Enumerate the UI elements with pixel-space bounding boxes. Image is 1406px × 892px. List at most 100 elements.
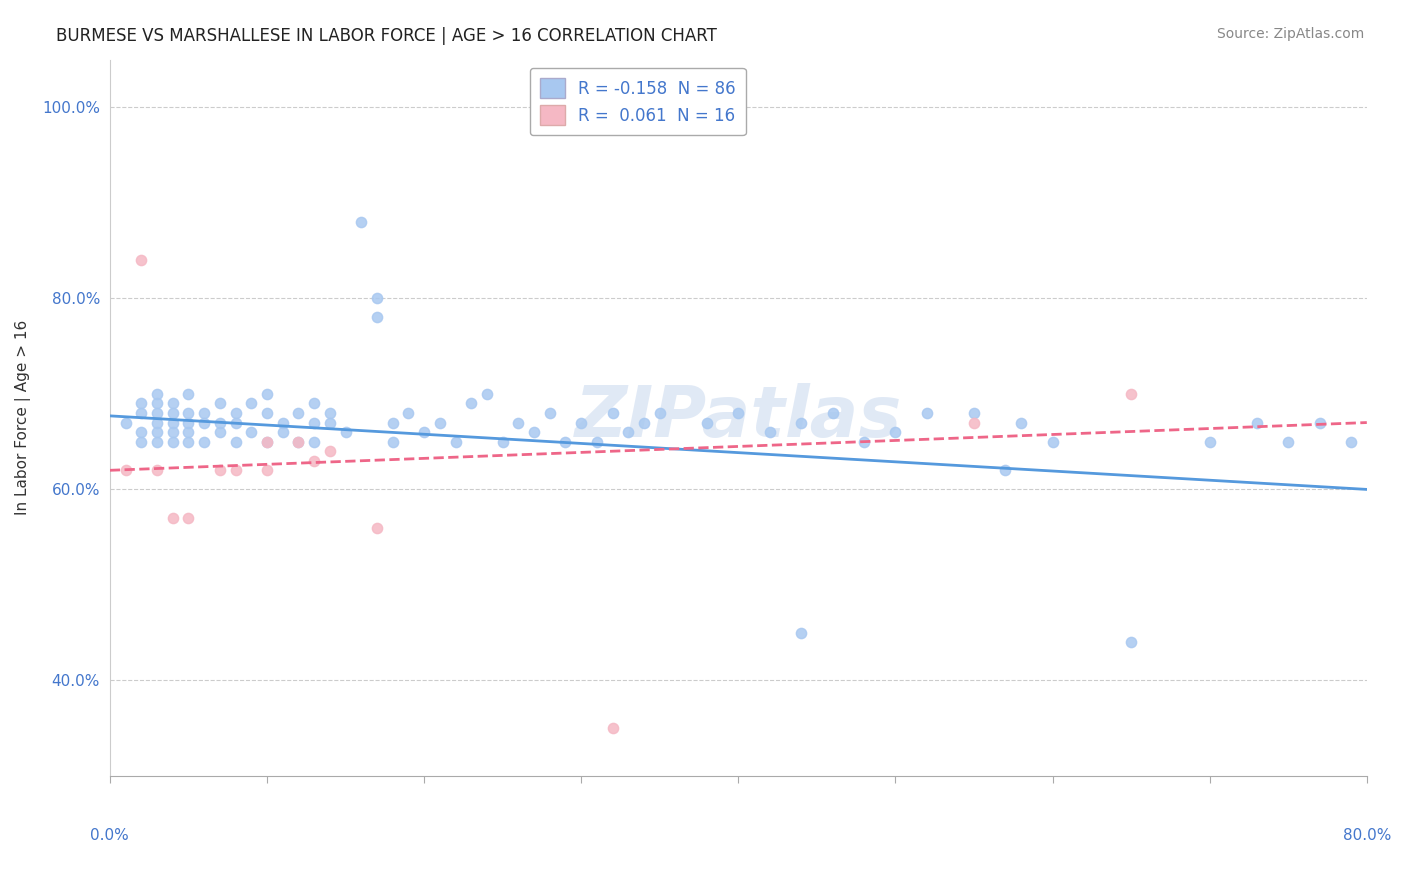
Point (256, 406, 278, 420)
Point (491, 434, 513, 449)
Point (146, 387, 169, 401)
Point (114, 416, 136, 430)
Point (319, 416, 342, 430)
Point (523, 425, 546, 439)
Point (162, 511, 184, 525)
Point (366, 292, 388, 306)
Point (444, 434, 467, 449)
Point (225, 463, 247, 477)
Point (225, 416, 247, 430)
Point (114, 463, 136, 477)
Point (602, 721, 624, 735)
Point (884, 425, 907, 439)
Point (162, 434, 184, 449)
Point (193, 406, 215, 420)
Point (366, 310, 388, 325)
Point (208, 463, 231, 477)
Point (915, 406, 938, 420)
Point (853, 434, 876, 449)
Point (287, 434, 309, 449)
Point (696, 416, 718, 430)
Point (586, 434, 609, 449)
Point (177, 416, 200, 430)
Point (193, 434, 215, 449)
Point (790, 625, 813, 640)
Point (177, 425, 200, 439)
Point (302, 416, 325, 430)
Point (208, 425, 231, 439)
Point (177, 387, 200, 401)
Point (1340, 434, 1362, 449)
Text: 0.0%: 0.0% (90, 829, 129, 844)
Point (146, 406, 169, 420)
Point (162, 425, 184, 439)
Point (271, 425, 294, 439)
Point (727, 406, 749, 420)
Point (146, 396, 169, 410)
Point (287, 434, 309, 449)
Point (335, 425, 357, 439)
Point (302, 454, 325, 468)
Point (129, 253, 152, 268)
Point (758, 425, 780, 439)
Point (225, 434, 247, 449)
Point (554, 434, 576, 449)
Point (177, 511, 200, 525)
Point (240, 396, 263, 410)
Point (460, 396, 482, 410)
Legend: R = -0.158  N = 86, R =  0.061  N = 16: R = -0.158 N = 86, R = 0.061 N = 16 (530, 68, 745, 136)
Point (538, 406, 561, 420)
Text: ZIPatlas: ZIPatlas (575, 384, 903, 452)
Point (508, 416, 530, 430)
Text: BURMESE VS MARSHALLESE IN LABOR FORCE | AGE > 16 CORRELATION CHART: BURMESE VS MARSHALLESE IN LABOR FORCE | … (56, 27, 717, 45)
Point (821, 406, 844, 420)
Point (146, 416, 169, 430)
Point (162, 416, 184, 430)
Point (1121, 387, 1143, 401)
Point (413, 425, 436, 439)
Point (271, 416, 294, 430)
Y-axis label: In Labor Force | Age > 16: In Labor Force | Age > 16 (15, 320, 31, 516)
Point (146, 434, 169, 449)
Point (129, 406, 152, 420)
Point (146, 463, 169, 477)
Point (366, 520, 388, 534)
Point (146, 425, 169, 439)
Point (256, 434, 278, 449)
Point (617, 425, 640, 439)
Point (129, 425, 152, 439)
Point (162, 396, 184, 410)
Point (319, 444, 342, 458)
Point (1277, 434, 1299, 449)
Point (633, 416, 655, 430)
Point (177, 406, 200, 420)
Point (381, 434, 404, 449)
Point (256, 463, 278, 477)
Point (177, 434, 200, 449)
Point (193, 416, 215, 430)
Point (208, 396, 231, 410)
Point (350, 215, 373, 229)
Point (129, 396, 152, 410)
Point (475, 387, 498, 401)
Point (256, 434, 278, 449)
Point (162, 406, 184, 420)
Point (302, 434, 325, 449)
Point (1042, 434, 1064, 449)
Point (1121, 635, 1143, 649)
Point (208, 416, 231, 430)
Point (602, 406, 624, 420)
Text: 80.0%: 80.0% (1343, 829, 1391, 844)
Point (256, 387, 278, 401)
Point (963, 406, 986, 420)
Point (994, 463, 1017, 477)
Point (963, 416, 986, 430)
Point (287, 406, 309, 420)
Point (302, 396, 325, 410)
Point (225, 406, 247, 420)
Point (1010, 416, 1032, 430)
Text: Source: ZipAtlas.com: Source: ZipAtlas.com (1216, 27, 1364, 41)
Point (1198, 434, 1220, 449)
Point (569, 416, 592, 430)
Point (790, 416, 813, 430)
